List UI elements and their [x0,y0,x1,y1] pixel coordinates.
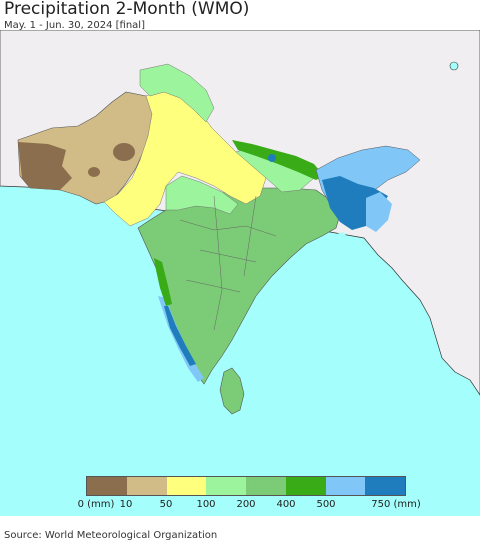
map-title: Precipitation 2-Month (WMO) [4,0,250,19]
legend-swatch [365,477,405,495]
region-750-plus-westcoast [164,306,196,366]
legend-swatch [87,477,127,495]
source-note: Source: World Meteorological Organizatio… [4,530,218,541]
legend-swatch [126,477,167,495]
region-750-plus-spot [268,154,276,162]
region-500-750-myanmar [366,192,392,232]
region-100-200-central [165,175,239,215]
legend-swatch [166,477,207,495]
region-0-10-balochistan [18,142,72,190]
region-0-10-sindh [88,167,100,177]
legend-label: 400 [276,499,296,510]
legend-label: 100 [196,499,216,510]
sri-lanka [219,367,245,415]
precipitation-map [0,30,480,516]
internal-boundaries [179,195,277,331]
legend-label: 500 [316,499,336,510]
island [449,61,459,71]
legend-color-bar [86,476,406,496]
legend-label: 50 [159,499,173,510]
legend-label: 0 (mm) [77,499,115,510]
region-50-100 [103,87,267,227]
legend-labels: 0 (mm) 10 50 100 200 400 500 750 (mm) [78,499,421,515]
region-100-200-north [139,63,215,123]
legend: 0 (mm) 10 50 100 200 400 500 750 (mm) [78,476,421,516]
arabian-sea [0,200,200,470]
legend-swatch [325,477,366,495]
legend-label: 750 (mm) [371,499,421,510]
legend-label: 200 [236,499,256,510]
region-0-10-thar [113,143,135,161]
legend-swatch [246,477,286,495]
region-400-500-himalaya [232,140,324,180]
bay-of-bengal [232,232,430,470]
legend-label: 10 [119,499,133,510]
region-400-500-westghats [154,258,172,306]
legend-swatch [206,477,246,495]
map-subtitle: May. 1 - Jun. 30, 2024 [final] [4,20,145,31]
legend-swatch [285,477,326,495]
